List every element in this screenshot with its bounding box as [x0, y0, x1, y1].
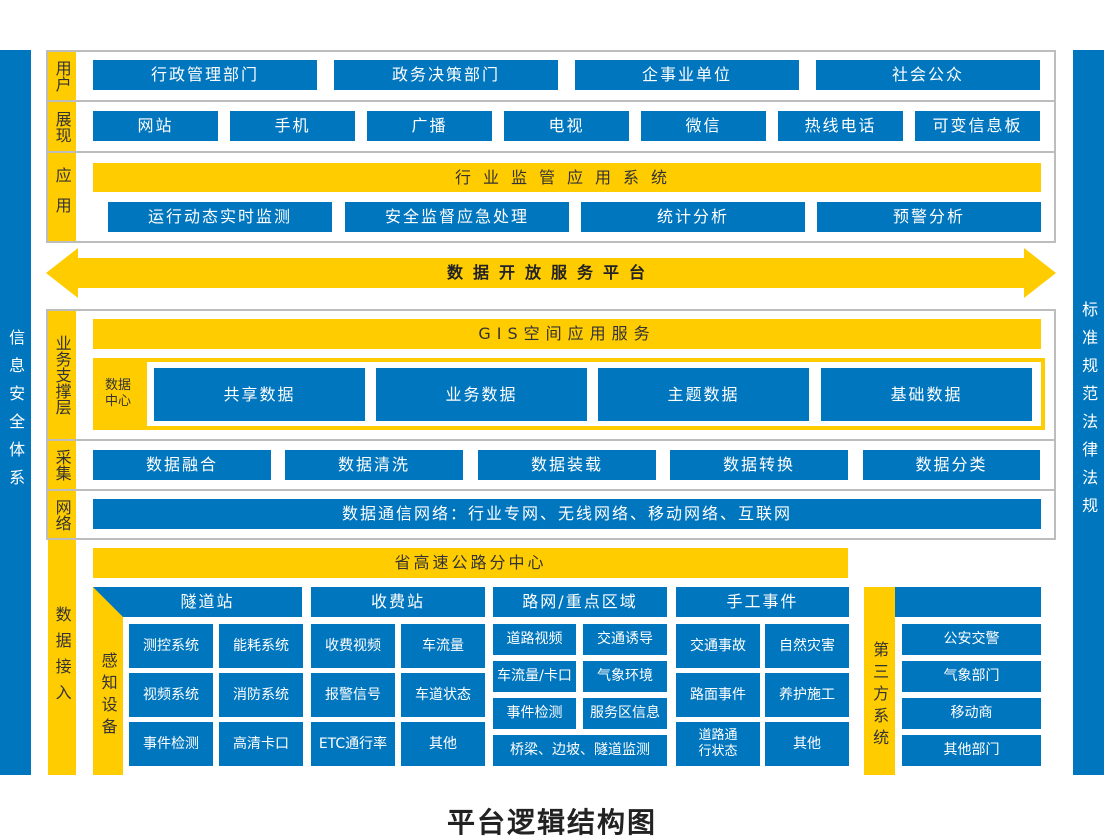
- standards-law-bar: 标准规范法律法规: [1073, 50, 1104, 775]
- tunnel-item: 视频系统: [129, 673, 213, 717]
- road-network-item: 桥梁、边坡、隧道监测: [493, 735, 667, 766]
- toll-item: 车流量: [401, 624, 485, 668]
- road-network-item: 交通诱导: [583, 624, 667, 655]
- third-party-item: 其他部门: [902, 735, 1041, 766]
- third-party-item: 气象部门: [902, 661, 1041, 692]
- app-item: 运行动态实时监测: [108, 202, 332, 232]
- app-item: 统计分析: [581, 202, 805, 232]
- data-center-item: 主题数据: [598, 368, 809, 421]
- road-network-item: 气象环境: [583, 661, 667, 692]
- access-label: 数据接入: [48, 540, 76, 775]
- display-item: 热线电话: [778, 111, 903, 141]
- toll-item: 收费视频: [311, 624, 395, 668]
- road-network-item: 道路视频: [493, 624, 576, 655]
- collect-item: 数据分类: [863, 450, 1040, 480]
- manual-event-item: 路面事件: [676, 673, 760, 717]
- platform-double-arrow: [46, 248, 1056, 298]
- network-bar: 数据通信网络：行业专网、无线网络、移动网络、互联网: [93, 499, 1041, 529]
- apps-row-frame: [46, 151, 1056, 243]
- road-network-header: 路网/重点区域: [493, 587, 667, 617]
- users-label: 用户: [48, 52, 76, 100]
- road-network-item: 事件检测: [493, 698, 576, 729]
- platform-label: 数据开放服务平台: [446, 263, 655, 283]
- collect-item: 数据清洗: [285, 450, 463, 480]
- diagram-title: 平台逻辑结构图: [446, 806, 657, 840]
- data-center-item: 共享数据: [154, 368, 365, 421]
- toll-item: 报警信号: [311, 673, 395, 717]
- manual-event-item: 自然灾害: [765, 624, 849, 668]
- tunnel-item: 事件检测: [129, 722, 213, 766]
- corner-wedge: [93, 587, 123, 617]
- user-item: 社会公众: [816, 60, 1040, 90]
- toll-item: ETC通行率: [311, 722, 395, 766]
- display-item: 微信: [641, 111, 766, 141]
- collect-item: 数据转换: [670, 450, 848, 480]
- data-center-label: 数据中心: [93, 358, 143, 430]
- road-network-item: 车流量/卡口: [493, 661, 576, 692]
- display-label: 展现: [48, 102, 76, 151]
- tunnel-item: 测控系统: [129, 624, 213, 668]
- toll-item: 其他: [401, 722, 485, 766]
- collect-label: 采集: [48, 441, 76, 489]
- data-center-item: 业务数据: [376, 368, 587, 421]
- display-item: 广播: [367, 111, 492, 141]
- app-item: 安全监督应急处理: [345, 202, 569, 232]
- manual-event-item: 道路通行状态: [676, 722, 760, 766]
- manual-event-item: 其他: [765, 722, 849, 766]
- tunnel-item: 消防系统: [219, 673, 303, 717]
- support-label: 业务支撑层: [48, 311, 76, 439]
- third-party-label: 第三方系统: [864, 587, 895, 775]
- provincial-center-bar: 省高速公路分中心: [93, 548, 848, 578]
- tunnel-item: 能耗系统: [219, 624, 303, 668]
- data-center-frame: [143, 358, 1045, 430]
- collect-item: 数据融合: [93, 450, 271, 480]
- display-item: 手机: [230, 111, 355, 141]
- app-item: 预警分析: [817, 202, 1041, 232]
- toll-header: 收费站: [311, 587, 485, 617]
- network-row-frame: [46, 489, 1056, 540]
- tunnel-item: 高清卡口: [219, 722, 303, 766]
- display-item: 电视: [504, 111, 629, 141]
- corner-wedge: [864, 587, 895, 617]
- apps-label: 应用: [48, 153, 76, 241]
- third-party-item: 移动商: [902, 698, 1041, 729]
- user-item: 企事业单位: [575, 60, 799, 90]
- manual-events-header: 手工事件: [676, 587, 849, 617]
- sensing-devices-label: 感知设备: [93, 587, 123, 775]
- collect-item: 数据装载: [478, 450, 656, 480]
- security-system-bar: 信息安全体系: [0, 50, 31, 775]
- apps-header: 行业监管应用系统: [93, 163, 1041, 192]
- gis-service-bar: GIS空间应用服务: [93, 319, 1041, 349]
- user-item: 政务决策部门: [334, 60, 558, 90]
- road-network-item: 服务区信息: [583, 698, 667, 729]
- toll-item: 车道状态: [401, 673, 485, 717]
- data-center-item: 基础数据: [821, 368, 1032, 421]
- manual-event-item: 养护施工: [765, 673, 849, 717]
- display-item: 可变信息板: [915, 111, 1040, 141]
- user-item: 行政管理部门: [93, 60, 317, 90]
- network-label: 网络: [48, 491, 76, 538]
- third-party-item: 公安交警: [902, 624, 1041, 655]
- display-item: 网站: [93, 111, 218, 141]
- manual-event-item: 交通事故: [676, 624, 760, 668]
- tunnel-header: 隧道站: [93, 587, 302, 617]
